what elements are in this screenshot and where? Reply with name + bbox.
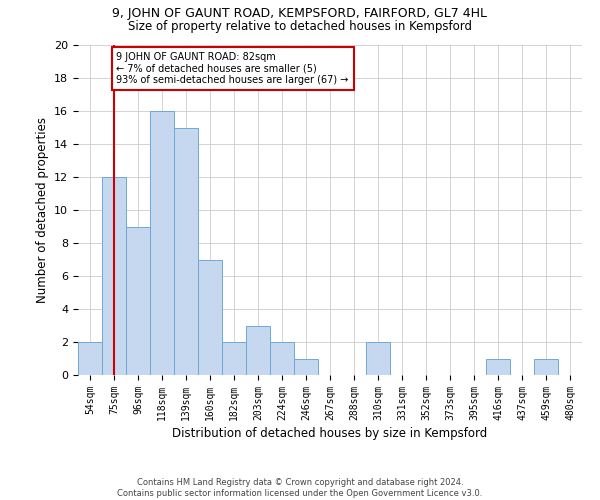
Bar — [486, 358, 510, 375]
Text: Size of property relative to detached houses in Kempsford: Size of property relative to detached ho… — [128, 20, 472, 33]
Text: Contains HM Land Registry data © Crown copyright and database right 2024.
Contai: Contains HM Land Registry data © Crown c… — [118, 478, 482, 498]
Text: 9 JOHN OF GAUNT ROAD: 82sqm
← 7% of detached houses are smaller (5)
93% of semi-: 9 JOHN OF GAUNT ROAD: 82sqm ← 7% of deta… — [116, 52, 349, 85]
Bar — [102, 177, 126, 375]
Bar — [222, 342, 246, 375]
Bar — [246, 326, 270, 375]
Bar — [150, 111, 174, 375]
Y-axis label: Number of detached properties: Number of detached properties — [35, 117, 49, 303]
Bar — [78, 342, 102, 375]
Bar — [126, 226, 150, 375]
X-axis label: Distribution of detached houses by size in Kempsford: Distribution of detached houses by size … — [172, 427, 488, 440]
Bar — [366, 342, 390, 375]
Bar — [174, 128, 198, 375]
Bar — [534, 358, 558, 375]
Bar — [198, 260, 222, 375]
Bar — [294, 358, 318, 375]
Text: 9, JOHN OF GAUNT ROAD, KEMPSFORD, FAIRFORD, GL7 4HL: 9, JOHN OF GAUNT ROAD, KEMPSFORD, FAIRFO… — [113, 8, 487, 20]
Bar — [270, 342, 294, 375]
